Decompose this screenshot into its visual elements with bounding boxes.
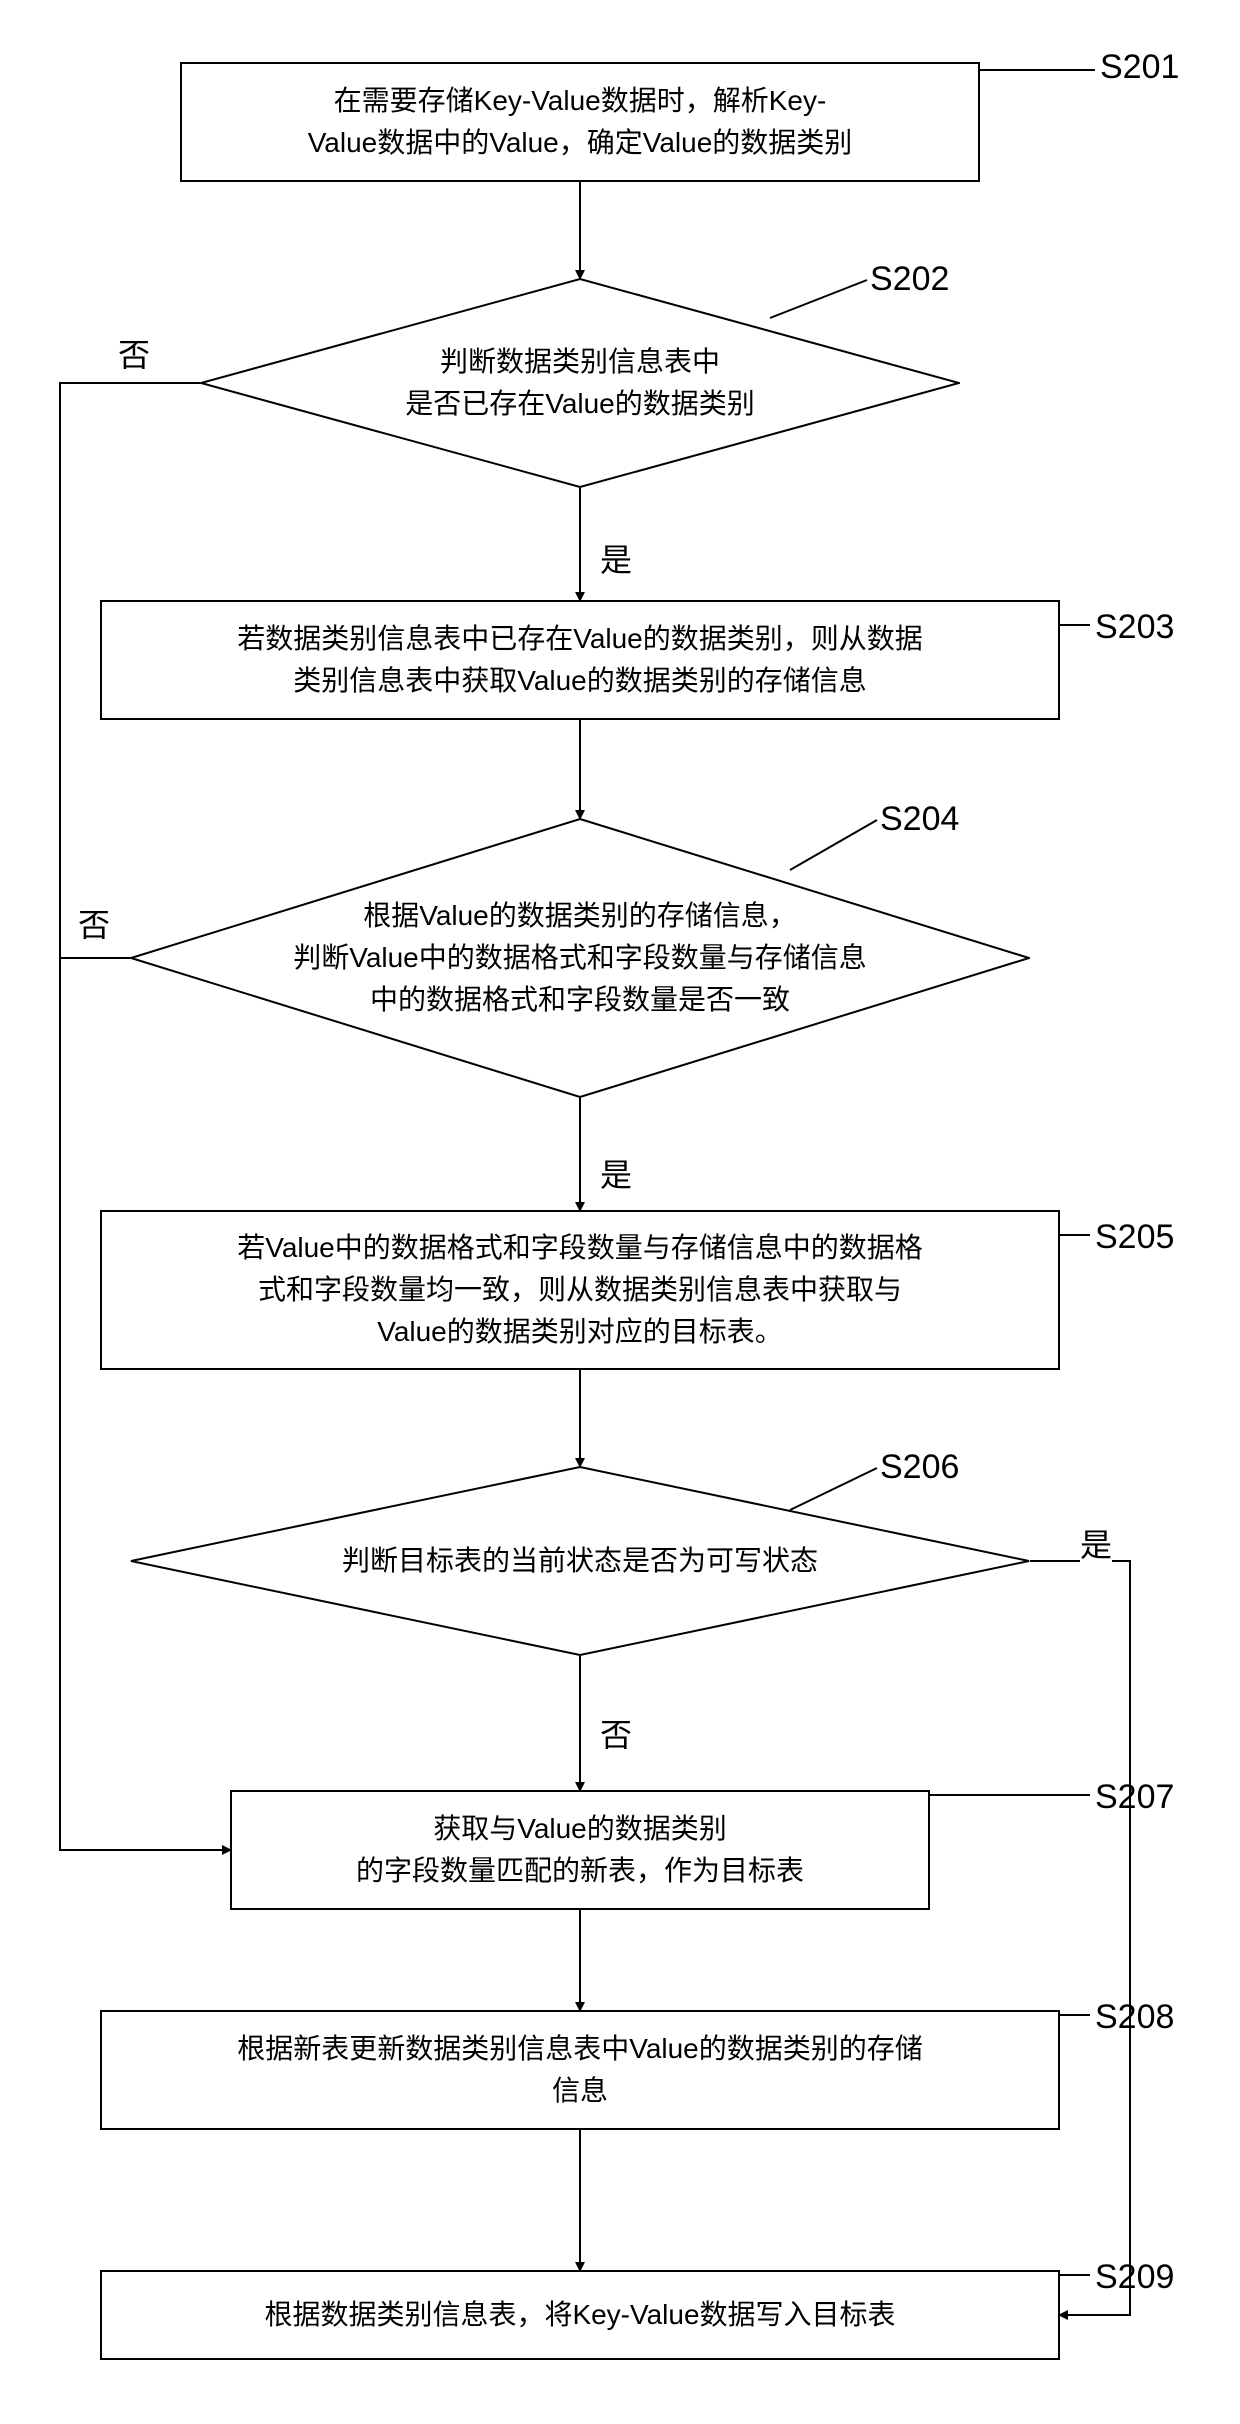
- step-label-s209: S209: [1095, 2258, 1174, 2297]
- node-s209: 根据数据类别信息表，将Key-Value数据写入目标表: [100, 2270, 1060, 2360]
- edge-label-s202-no: 否: [118, 330, 150, 376]
- node-s205-text: 若Value中的数据格式和字段数量与存储信息中的数据格式和字段数量均一致，则从数…: [237, 1227, 923, 1353]
- step-label-s205: S205: [1095, 1218, 1174, 1257]
- step-label-s201: S201: [1100, 48, 1179, 87]
- edge-label-s202-yes: 是: [600, 535, 632, 581]
- node-s202-text: 判断数据类别信息表中是否已存在Value的数据类别: [405, 341, 755, 425]
- node-s206-text: 判断目标表的当前状态是否为可写状态: [342, 1540, 818, 1582]
- node-s204: 根据Value的数据类别的存储信息，判断Value中的数据格式和字段数量与存储信…: [130, 818, 1030, 1098]
- edge-label-s204-no: 否: [78, 900, 110, 946]
- node-s207-text: 获取与Value的数据类别的字段数量匹配的新表，作为目标表: [356, 1808, 804, 1892]
- node-s201: 在需要存储Key-Value数据时，解析Key-Value数据中的Value，确…: [180, 62, 980, 182]
- step-label-s208: S208: [1095, 1998, 1174, 2037]
- step-label-s204: S204: [880, 800, 959, 839]
- node-s209-text: 根据数据类别信息表，将Key-Value数据写入目标表: [264, 2294, 895, 2336]
- step-label-s202: S202: [870, 260, 949, 299]
- node-s201-text: 在需要存储Key-Value数据时，解析Key-Value数据中的Value，确…: [308, 80, 853, 164]
- node-s205: 若Value中的数据格式和字段数量与存储信息中的数据格式和字段数量均一致，则从数…: [100, 1210, 1060, 1370]
- node-s206: 判断目标表的当前状态是否为可写状态: [130, 1466, 1030, 1656]
- node-s202: 判断数据类别信息表中是否已存在Value的数据类别: [200, 278, 960, 488]
- node-s207: 获取与Value的数据类别的字段数量匹配的新表，作为目标表: [230, 1790, 930, 1910]
- edge-label-s206-yes: 是: [1080, 1520, 1112, 1566]
- step-label-s206: S206: [880, 1448, 959, 1487]
- edge-label-s204-yes: 是: [600, 1150, 632, 1196]
- step-label-s207: S207: [1095, 1778, 1174, 1817]
- flowchart-canvas: 在需要存储Key-Value数据时，解析Key-Value数据中的Value，确…: [0, 0, 1240, 2424]
- edge-label-s206-no: 否: [600, 1710, 632, 1756]
- node-s208-text: 根据新表更新数据类别信息表中Value的数据类别的存储信息: [237, 2028, 923, 2112]
- node-s203: 若数据类别信息表中已存在Value的数据类别，则从数据类别信息表中获取Value…: [100, 600, 1060, 720]
- step-label-s203: S203: [1095, 608, 1174, 647]
- node-s208: 根据新表更新数据类别信息表中Value的数据类别的存储信息: [100, 2010, 1060, 2130]
- node-s203-text: 若数据类别信息表中已存在Value的数据类别，则从数据类别信息表中获取Value…: [237, 618, 923, 702]
- node-s204-text: 根据Value的数据类别的存储信息，判断Value中的数据格式和字段数量与存储信…: [293, 895, 867, 1021]
